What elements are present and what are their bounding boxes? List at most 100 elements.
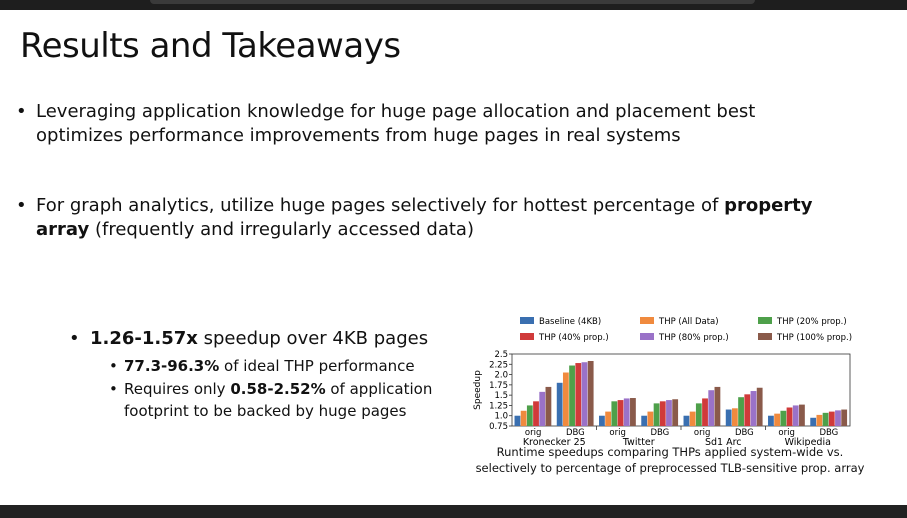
bar: [533, 401, 539, 426]
sub-sub-bullet-1: • 77.3-96.3% of ideal THP performance: [109, 355, 415, 377]
subgroup-label: DBG: [819, 428, 838, 438]
legend-swatch: [758, 317, 772, 324]
bar: [744, 394, 751, 426]
bar: [575, 363, 582, 426]
bullet-dot: •: [16, 101, 27, 122]
bullet-dot: •: [69, 328, 80, 349]
bar: [659, 401, 666, 426]
bar: [611, 401, 618, 426]
y-tick-label: 1.75: [489, 381, 508, 391]
y-tick-label: 1.25: [489, 401, 508, 411]
speedup-bar-chart: Baseline (4KB) THP (All Data) THP (20% pro…: [473, 317, 852, 446]
legend-label: THP (80% prop.): [658, 333, 729, 343]
window-bottom-bar: [0, 505, 907, 518]
bar: [768, 415, 774, 426]
sub-bullet: • 1.26-1.57x speedup over 4KB pages: [69, 328, 429, 349]
bar: [647, 411, 654, 426]
subgroup-label: DBG: [650, 428, 669, 438]
subgroup-label: orig: [609, 428, 625, 438]
group-label: Twitter: [622, 437, 655, 446]
bar: [605, 411, 612, 426]
bar: [526, 405, 533, 426]
chart-caption: Runtime speedups comparing THPs applied …: [475, 445, 865, 475]
bar: [545, 386, 552, 426]
bullet-dot: •: [109, 357, 118, 375]
legend-swatch: [520, 317, 534, 324]
sub-bullet-bold: 1.26-1.57x: [90, 328, 198, 349]
bar: [708, 390, 715, 426]
bar: [599, 415, 605, 426]
sub-bullet-text: speedup over 4KB pages: [197, 328, 429, 349]
subgroup-label: orig: [525, 428, 541, 438]
legend-label: THP (40% prop.): [538, 333, 609, 343]
group-label: Sd1 Arc: [705, 437, 742, 446]
sub-sub-bullet-1-text: of ideal THP performance: [219, 357, 415, 375]
bar: [841, 409, 848, 426]
bullet-2-text-pre: For graph analytics, utilize huge pages …: [36, 195, 725, 216]
bar: [683, 415, 690, 426]
bar: [731, 408, 738, 426]
bar: [623, 398, 630, 426]
bar: [569, 365, 575, 426]
bar: [835, 410, 841, 426]
bar: [774, 413, 781, 426]
y-tick-label: 2.0: [494, 371, 508, 381]
bar: [816, 414, 823, 426]
y-tick-label: 1.0: [494, 412, 508, 422]
bar: [562, 372, 569, 426]
bar: [520, 410, 527, 426]
legend-label: THP (All Data): [658, 317, 719, 327]
bar: [725, 409, 732, 426]
subgroup-label: orig: [694, 428, 710, 438]
sub-sub-bullet-2: • Requires only 0.58-2.52% of applicatio…: [109, 378, 444, 422]
bar: [780, 410, 787, 426]
bar: [828, 411, 835, 426]
bar: [689, 411, 696, 426]
bullet-2-text-post: (frequently and irregularly accessed dat…: [89, 219, 474, 240]
bar: [617, 400, 624, 426]
subgroup-label: DBG: [566, 428, 585, 438]
bar: [581, 362, 588, 426]
bar: [792, 405, 799, 426]
legend-swatch: [640, 333, 654, 340]
bar: [786, 407, 793, 426]
y-tick-label: 1.5: [494, 391, 508, 401]
bullet-1-text: Leveraging application knowledge for hug…: [36, 101, 756, 146]
slide: Results and Takeaways • Leveraging appli…: [0, 10, 907, 505]
sub-sub-bullet-1-bold: 77.3-96.3%: [124, 357, 220, 375]
bar: [666, 400, 672, 426]
subgroup-label: DBG: [735, 428, 754, 438]
bar: [556, 382, 563, 426]
bar: [653, 403, 660, 426]
bullet-1: • Leveraging application knowledge for h…: [16, 100, 816, 148]
bar: [799, 404, 805, 426]
y-tick-label: 0.75: [489, 422, 508, 432]
window-notch: [150, 0, 755, 4]
bar: [587, 360, 594, 426]
subgroup-label: orig: [778, 428, 794, 438]
bar: [756, 387, 763, 426]
bar: [702, 398, 708, 426]
bar: [810, 417, 817, 426]
legend-label: THP (100% prop.): [776, 333, 852, 343]
sub-sub-bullet-2-pre: Requires only: [124, 380, 231, 398]
window-top-bar: [0, 0, 907, 10]
bar: [514, 415, 521, 426]
legend-label: Baseline (4KB): [539, 317, 601, 327]
sub-sub-bullet-2-text: of application footprint to be backed by…: [124, 380, 433, 420]
legend-swatch: [758, 333, 772, 340]
bullet-dot: •: [109, 380, 118, 398]
legend-swatch: [520, 333, 534, 340]
bar: [695, 403, 702, 426]
bar: [641, 415, 648, 426]
bar: [750, 391, 757, 426]
legend-label: THP (20% prop.): [776, 317, 847, 327]
y-tick-label: 2.25: [489, 360, 508, 370]
bar: [539, 391, 546, 426]
y-axis-label: Speedup: [473, 370, 483, 410]
bar: [822, 412, 829, 426]
bar: [630, 398, 636, 426]
group-label: Kronecker 25: [523, 437, 586, 446]
slide-title: Results and Takeaways: [20, 26, 401, 66]
bar: [714, 386, 721, 426]
